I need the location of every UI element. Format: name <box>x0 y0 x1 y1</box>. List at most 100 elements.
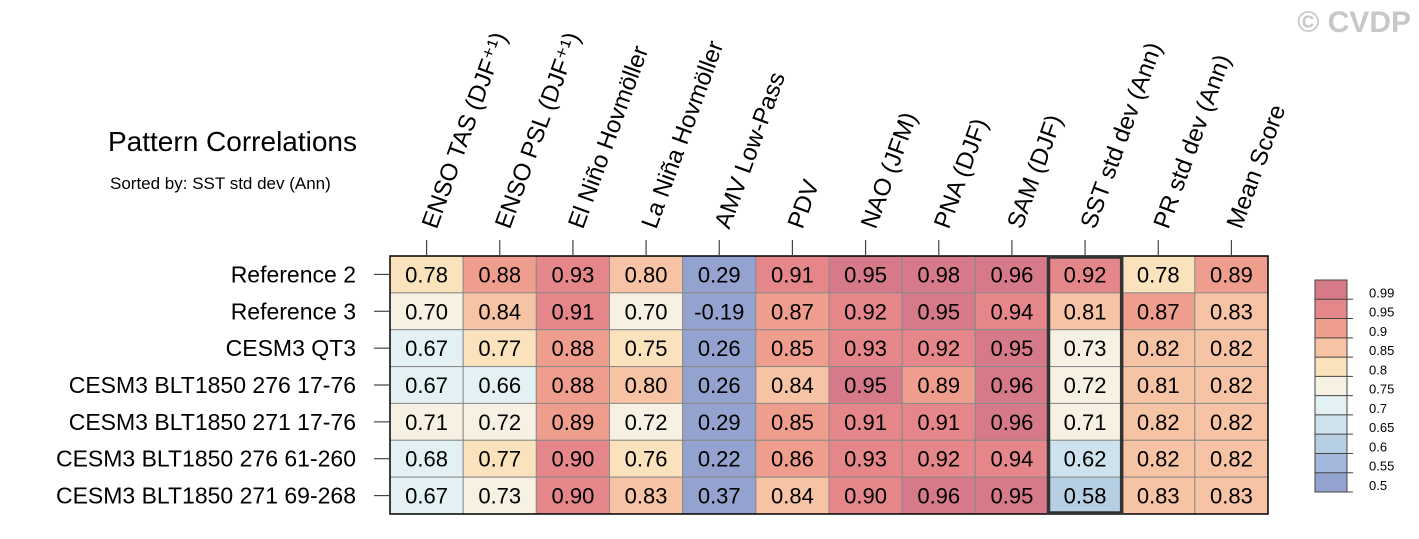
colorbar-swatch <box>1315 376 1347 396</box>
column-label: PR std dev (Ann) <box>1149 51 1237 232</box>
cell-value: 0.66 <box>478 373 521 398</box>
heatmap-cell <box>389 366 464 404</box>
colorbar-swatch <box>1315 472 1347 492</box>
cell-value: 0.89 <box>917 373 960 398</box>
cell-value: 0.72 <box>625 410 668 435</box>
heatmap-cell <box>1121 255 1196 294</box>
colorbar-swatch <box>1315 434 1347 454</box>
cell-value: 0.87 <box>1137 299 1180 324</box>
cell-value: 0.90 <box>552 484 595 509</box>
heatmap-cell <box>682 476 757 515</box>
cell-value: 0.91 <box>552 299 595 324</box>
column-label: Mean Score <box>1222 101 1292 232</box>
cell-value: 0.96 <box>991 410 1034 435</box>
heatmap-cell <box>682 402 757 441</box>
cell-value: 0.91 <box>771 262 814 287</box>
column-label: PDV <box>783 176 825 232</box>
colorbar-swatch <box>1315 337 1347 358</box>
heatmap-cell <box>1121 292 1196 331</box>
heatmap-cell <box>535 329 610 368</box>
cell-value: -0.19 <box>694 299 744 324</box>
cell-value: 0.82 <box>1137 447 1180 472</box>
row-label: Reference 3 <box>231 298 356 324</box>
cell-value: 0.73 <box>1064 336 1107 361</box>
row-label: CESM3 BLT1850 276 17-76 <box>69 372 356 398</box>
heatmap-cell <box>901 255 976 294</box>
cell-value: 0.94 <box>991 299 1034 324</box>
cell-value: 0.82 <box>1137 336 1180 361</box>
colorbar-label: 0.95 <box>1369 305 1394 320</box>
colorbar-label: 0.9 <box>1369 324 1387 339</box>
heatmap-cell <box>1121 366 1196 404</box>
cell-value: 0.67 <box>405 484 448 509</box>
heatmap-cell <box>609 402 684 441</box>
cell-value: 0.84 <box>771 373 814 398</box>
cell-value: 0.98 <box>917 262 960 287</box>
cell-value: 0.85 <box>771 410 814 435</box>
heatmap-cell <box>974 329 1049 368</box>
colorbar-swatch <box>1315 395 1347 415</box>
colorbar-label: 0.7 <box>1369 401 1387 416</box>
cell-value: 0.93 <box>844 447 887 472</box>
cell-value: 0.95 <box>844 373 887 398</box>
heatmap-cell <box>755 366 830 404</box>
cell-value: 0.67 <box>405 336 448 361</box>
heatmap-cell <box>682 439 757 478</box>
cell-value: 0.86 <box>771 447 814 472</box>
row-label: Reference 2 <box>231 261 356 287</box>
row-label: CESM3 BLT1850 271 17-76 <box>69 409 356 435</box>
heatmap-cell <box>755 476 830 515</box>
heatmap-cell <box>1048 329 1123 368</box>
heatmap-cell <box>1194 402 1269 441</box>
heatmap-cell <box>974 439 1049 478</box>
heatmap-cell <box>1048 439 1123 478</box>
column-label: El Niño Hovmöller <box>563 42 654 232</box>
cell-value: 0.29 <box>698 410 741 435</box>
heatmap-cell <box>609 476 684 515</box>
column-label: AMV Low-Pass <box>710 69 791 232</box>
heatmap-cell <box>535 366 610 404</box>
colorbar-label: 0.99 <box>1369 285 1394 300</box>
cell-value: 0.67 <box>405 373 448 398</box>
heatmap-cell <box>974 292 1049 331</box>
cell-value: 0.95 <box>991 484 1034 509</box>
cell-value: 0.82 <box>1210 373 1253 398</box>
cell-value: 0.95 <box>844 262 887 287</box>
column-label: SAM (DJF) <box>1002 111 1068 232</box>
colorbar-swatch <box>1315 414 1347 435</box>
heatmap-cell <box>682 292 757 331</box>
cell-value: 0.78 <box>405 262 448 287</box>
cell-value: 0.84 <box>478 299 521 324</box>
row-label: CESM3 QT3 <box>226 335 356 361</box>
cell-value: 0.91 <box>917 410 960 435</box>
column-label: SST std dev (Ann) <box>1075 39 1167 232</box>
heatmap-cell <box>609 439 684 478</box>
cell-value: 0.72 <box>1064 373 1107 398</box>
heatmap-cell <box>389 329 464 368</box>
cell-value: 0.88 <box>552 373 595 398</box>
cell-value: 0.78 <box>1137 262 1180 287</box>
colorbar-label: 0.5 <box>1369 478 1387 493</box>
colorbar-label: 0.55 <box>1369 459 1394 474</box>
cell-value: 0.81 <box>1137 373 1180 398</box>
colorbar-label: 0.75 <box>1369 382 1394 397</box>
colorbar-swatch <box>1315 299 1347 319</box>
heatmap-cell <box>901 402 976 441</box>
heatmap-cell <box>389 439 464 478</box>
cell-value: 0.83 <box>625 484 668 509</box>
cell-value: 0.92 <box>917 336 960 361</box>
cell-value: 0.75 <box>625 336 668 361</box>
cell-value: 0.81 <box>1064 299 1107 324</box>
cell-value: 0.82 <box>1210 447 1253 472</box>
cell-value: 0.58 <box>1064 484 1107 509</box>
cell-value: 0.92 <box>1064 262 1107 287</box>
cell-value: 0.26 <box>698 373 741 398</box>
heatmap-cell <box>828 439 903 478</box>
highlighted-column-frame <box>1046 255 1124 515</box>
chart-title: Pattern Correlations <box>108 126 358 157</box>
cell-value: 0.92 <box>844 299 887 324</box>
heatmap-cell <box>1194 476 1269 515</box>
cell-value: 0.72 <box>478 410 521 435</box>
cell-value: 0.26 <box>698 336 741 361</box>
